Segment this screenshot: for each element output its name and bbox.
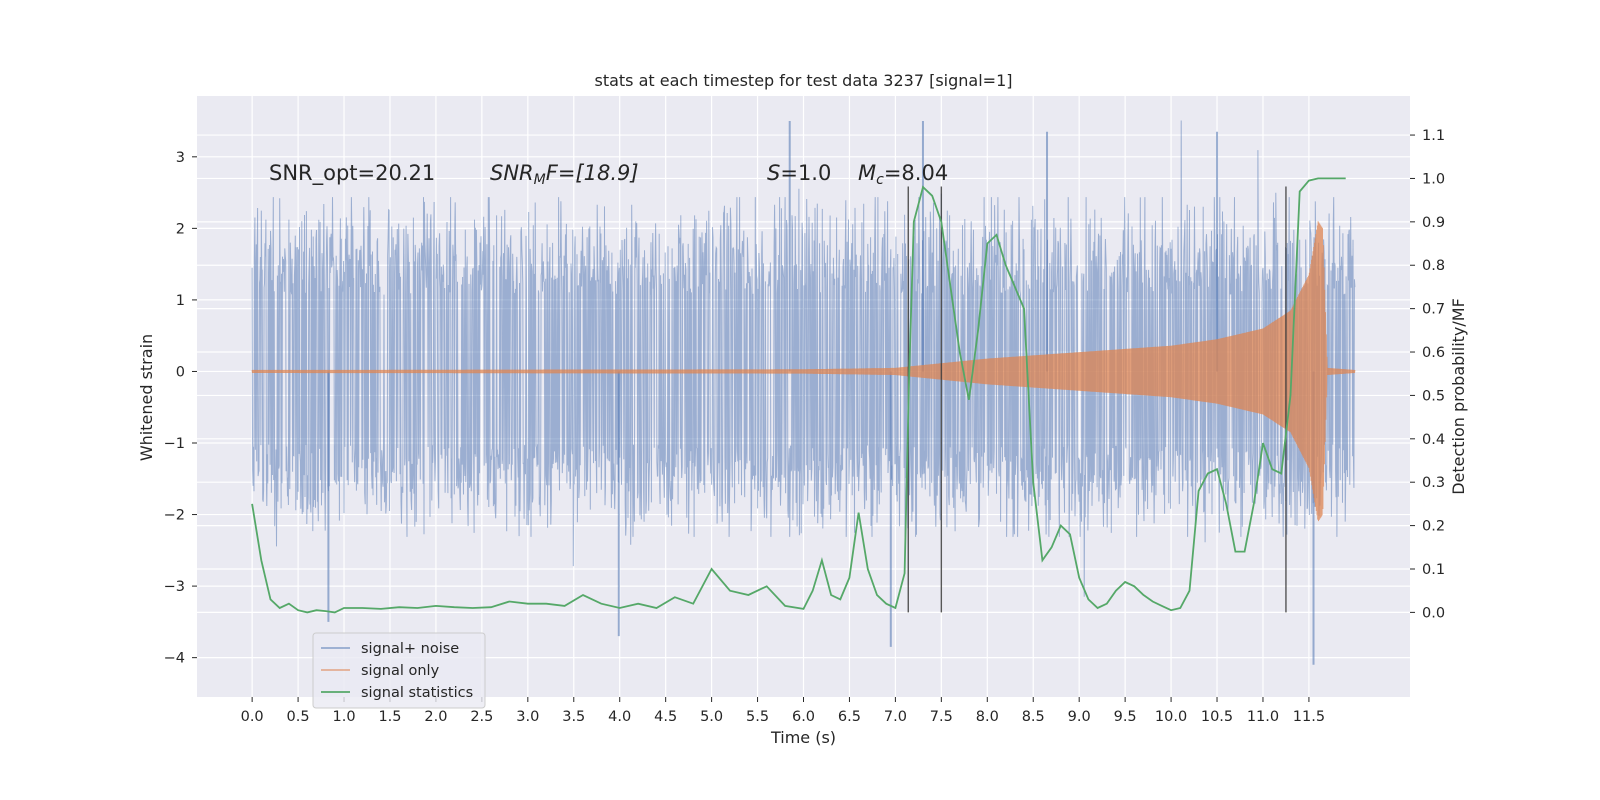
x-tick-label: 4.5 (654, 709, 677, 725)
x-tick-label: 0.5 (287, 709, 310, 725)
x-tick-label: 3.0 (516, 709, 539, 725)
y-left-tick-label: −4 (164, 651, 185, 667)
x-tick-label: 0.0 (241, 709, 264, 725)
y-right-tick-label: 0.1 (1422, 562, 1445, 578)
x-tick-label: 6.0 (792, 709, 815, 725)
signal-statistics-series (251, 177, 1346, 614)
snr-mf-base: SNR (490, 161, 534, 185)
snr-mf-suffix: F=[18.9] (546, 161, 639, 185)
x-tick-label: 11.5 (1293, 709, 1325, 725)
x-tick-label: 10.5 (1201, 709, 1233, 725)
y-right-tick-label: 0.0 (1422, 605, 1445, 621)
mc-value: =8.04 (884, 161, 948, 185)
x-tick-label: 5.5 (746, 709, 769, 725)
x-tick-label: 2.5 (470, 709, 493, 725)
spin-symbol: S (767, 161, 780, 185)
snr-mf-sub: M (534, 172, 546, 188)
y-right-tick-label: 0.5 (1422, 388, 1445, 404)
x-tick-label: 11.0 (1247, 709, 1279, 725)
x-tick-label: 9.0 (1068, 709, 1091, 725)
legend-label-signal-noise: signal+ noise (361, 641, 459, 657)
y-right-tick-label: 0.6 (1422, 345, 1445, 361)
signal-only-series (251, 221, 1356, 522)
annotation-chirp-mass: Mc=8.04 (858, 161, 948, 188)
y-left-tick-label: 3 (176, 150, 185, 166)
y-right-tick-label: 0.2 (1422, 519, 1445, 535)
y-right-tick-label: 0.7 (1422, 302, 1445, 318)
mc-symbol: M (858, 161, 876, 185)
x-tick-label: 2.0 (424, 709, 447, 725)
y-left-tick-label: 2 (176, 221, 185, 237)
signal-noise-series (251, 120, 1356, 665)
x-tick-label: 5.0 (700, 709, 723, 725)
x-tick-label: 6.5 (838, 709, 861, 725)
annotation-snr-mf: SNRMF=[18.9] (490, 161, 639, 188)
signal-statistics-line (251, 177, 1346, 614)
x-tick-label: 10.0 (1155, 709, 1187, 725)
x-axis-label: Time (s) (770, 728, 836, 747)
signal-only-line (251, 221, 1356, 522)
legend-box (312, 632, 486, 709)
y-axis-right-label: Detection probability/MF (1449, 298, 1468, 495)
x-tick-label: 8.5 (1022, 709, 1045, 725)
y-left-tick-label: 0 (176, 364, 185, 380)
legend-label-signal-only: signal only (361, 663, 440, 679)
x-tick-label: 7.5 (930, 709, 953, 725)
y-left-tick-label: −1 (164, 436, 185, 452)
x-tick-label: 8.0 (976, 709, 999, 725)
y-left-tick-label: 1 (176, 293, 185, 309)
y-right-tick-label: 0.3 (1422, 475, 1445, 491)
x-tick-label: 7.0 (884, 709, 907, 725)
signal-noise-line (251, 120, 1356, 597)
chart-title: stats at each timestep for test data 323… (594, 71, 1012, 90)
y-right-tick-label: 1.0 (1422, 171, 1445, 187)
y-left-tick-label: −3 (164, 579, 185, 595)
y-left-tick-label: −2 (164, 508, 185, 524)
legend: signal+ noise signal only signal statist… (312, 632, 486, 709)
x-tick-label: 4.0 (608, 709, 631, 725)
y-right-tick-label: 1.1 (1422, 128, 1445, 144)
x-tick-label: 1.0 (332, 709, 355, 725)
legend-label-signal-statistics: signal statistics (361, 685, 473, 701)
axis-ticks: 0.0 0.5 1.0 1.5 2.0 2.5 3.0 3.5 4.0 4.5 5.0 5.5 6.0 6… (164, 128, 1445, 725)
x-tick-label: 9.5 (1114, 709, 1137, 725)
mc-sub: c (876, 172, 884, 188)
x-tick-label: 3.5 (562, 709, 585, 725)
annotation-spin: S=1.0 (767, 161, 831, 185)
y-right-tick-label: 0.4 (1422, 432, 1445, 448)
y-right-tick-label: 0.9 (1422, 215, 1445, 231)
annotation-snr-opt: SNR_opt=20.21 (269, 161, 435, 186)
y-axis-left-label: Whitened strain (137, 334, 156, 461)
x-tick-label: 1.5 (378, 709, 401, 725)
spin-value: =1.0 (780, 161, 831, 185)
y-right-tick-label: 0.8 (1422, 258, 1445, 274)
